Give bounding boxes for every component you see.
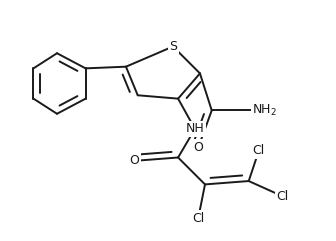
Text: O: O: [193, 141, 203, 154]
Text: NH$_2$: NH$_2$: [252, 103, 277, 118]
Text: S: S: [169, 40, 177, 53]
Text: Cl: Cl: [276, 190, 289, 203]
Text: NH: NH: [185, 122, 204, 135]
Text: O: O: [129, 154, 139, 167]
Text: Cl: Cl: [253, 144, 265, 157]
Text: Cl: Cl: [192, 212, 204, 225]
